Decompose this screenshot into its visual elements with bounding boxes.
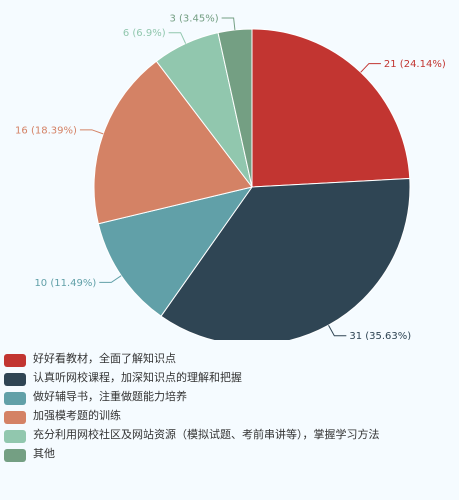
label-leader-line <box>99 275 122 283</box>
legend-label: 其他 <box>33 447 55 460</box>
legend-item[interactable]: 做好辅导书，注重做题能力培养 <box>4 390 454 405</box>
label-leader-line <box>360 63 381 73</box>
legend-swatch <box>4 430 26 443</box>
pie-slice[interactable] <box>251 28 411 188</box>
legend-swatch <box>4 392 26 405</box>
legend: 好好看教材，全面了解知识点 认真听网校课程，加深知识点的理解和把握 做好辅导书，… <box>4 352 454 466</box>
legend-label: 认真听网校课程，加深知识点的理解和把握 <box>33 371 242 384</box>
legend-item[interactable]: 认真听网校课程，加深知识点的理解和把握 <box>4 371 454 386</box>
slice-label: 16 (18.39%) <box>15 125 77 136</box>
pie-slice[interactable] <box>160 177 411 340</box>
label-leader-line <box>168 32 187 44</box>
legend-item[interactable]: 加强模考题的训练 <box>4 409 454 424</box>
label-leader-line <box>79 129 104 135</box>
label-leader-line <box>328 324 347 337</box>
legend-label: 充分利用网校社区及网站资源（模拟试题、考前串讲等），掌握学习方法 <box>33 428 380 441</box>
legend-label: 加强模考题的训练 <box>33 409 121 422</box>
slice-label: 3 (3.45%) <box>169 13 218 24</box>
pie-slice[interactable] <box>217 28 253 188</box>
slice-label: 21 (24.14%) <box>384 59 446 70</box>
slice-label: 6 (6.9%) <box>123 28 166 39</box>
legend-item[interactable]: 充分利用网校社区及网站资源（模拟试题、考前串讲等），掌握学习方法 <box>4 428 454 443</box>
slice-label: 10 (11.49%) <box>34 278 96 289</box>
legend-label: 好好看教材，全面了解知识点 <box>33 352 176 365</box>
legend-item[interactable]: 其他 <box>4 447 454 462</box>
legend-swatch <box>4 449 26 462</box>
legend-swatch <box>4 373 26 386</box>
legend-swatch <box>4 411 26 424</box>
legend-label: 做好辅导书，注重做题能力培养 <box>33 390 187 403</box>
label-leader-line <box>221 17 236 30</box>
slice-label: 31 (35.63%) <box>349 331 411 340</box>
legend-item[interactable]: 好好看教材，全面了解知识点 <box>4 352 454 367</box>
legend-swatch <box>4 354 26 367</box>
pie-slice[interactable] <box>97 186 254 317</box>
pie-chart: 21 (24.14%) 31 (35.63%) 10 (11.49%) 16 (18.… <box>15 13 446 340</box>
